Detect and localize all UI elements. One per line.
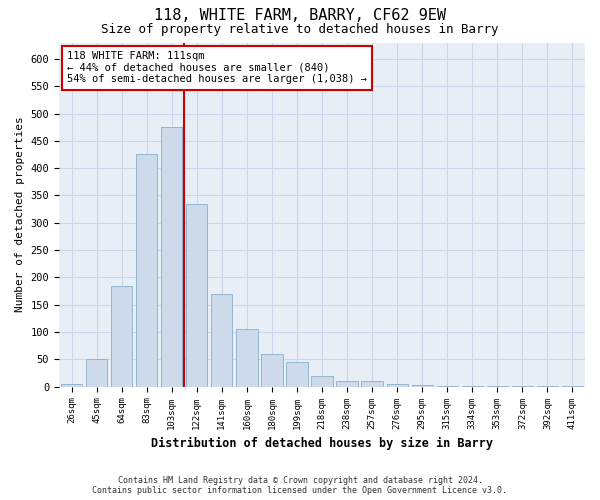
Bar (86, 360, 107, 386)
Text: 118, WHITE FARM, BARRY, CF62 9EW: 118, WHITE FARM, BARRY, CF62 9EW (154, 8, 446, 22)
Bar (311, 376, 332, 386)
X-axis label: Distribution of detached houses by size in Barry: Distribution of detached houses by size … (151, 437, 493, 450)
Text: Contains HM Land Registry data © Crown copyright and database right 2024.
Contai: Contains HM Land Registry data © Crown c… (92, 476, 508, 495)
Bar (161, 127, 182, 386)
Bar (361, 381, 383, 386)
Text: 118 WHITE FARM: 111sqm
← 44% of detached houses are smaller (840)
54% of semi-de: 118 WHITE FARM: 111sqm ← 44% of detached… (67, 51, 367, 84)
Bar (286, 362, 308, 386)
Bar (337, 381, 358, 386)
Bar (211, 294, 232, 386)
Bar (186, 204, 208, 386)
Bar (386, 384, 408, 386)
Bar (261, 354, 283, 386)
Y-axis label: Number of detached properties: Number of detached properties (15, 116, 25, 312)
Bar (61, 384, 82, 386)
Bar (111, 286, 132, 386)
Bar (412, 385, 433, 386)
Text: Size of property relative to detached houses in Barry: Size of property relative to detached ho… (101, 22, 499, 36)
Bar (236, 330, 257, 386)
Bar (136, 154, 157, 386)
